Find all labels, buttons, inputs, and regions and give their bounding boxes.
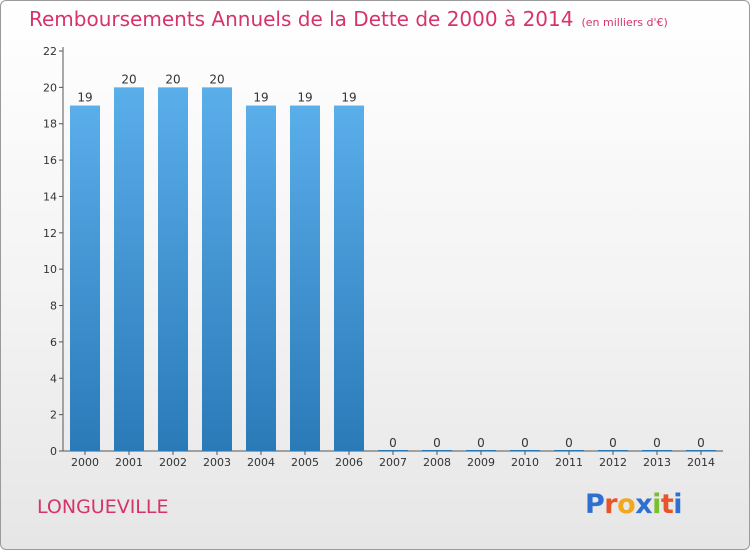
- logo-letter: r: [604, 489, 618, 520]
- data-label: 0: [653, 436, 661, 450]
- bar: [378, 450, 408, 451]
- x-tick-label: 2000: [71, 456, 99, 469]
- y-tick-label: 22: [43, 45, 57, 58]
- chart-subtitle: (en milliers d'€): [581, 16, 668, 29]
- y-tick-label: 10: [43, 263, 57, 276]
- y-tick-label: 8: [50, 300, 57, 313]
- x-tick-label: 2007: [379, 456, 407, 469]
- chart-title: Remboursements Annuels de la Dette de 20…: [29, 7, 668, 31]
- data-label: 0: [565, 436, 573, 450]
- bar: [598, 450, 628, 451]
- place-name: LONGUEVILLE: [37, 496, 169, 518]
- y-tick-label: 0: [50, 445, 57, 458]
- logo-letter: t: [660, 489, 674, 520]
- data-label: 20: [165, 72, 180, 86]
- y-tick-label: 16: [43, 154, 57, 167]
- data-label: 0: [521, 436, 529, 450]
- logo-letter: o: [617, 489, 636, 520]
- y-tick-label: 20: [43, 81, 57, 94]
- bar: [114, 87, 144, 451]
- bar: [202, 87, 232, 451]
- x-tick-label: 2005: [291, 456, 319, 469]
- logo-letter: i: [673, 489, 683, 520]
- bar: [554, 450, 584, 451]
- data-label: 19: [341, 91, 356, 105]
- x-tick-label: 2002: [159, 456, 187, 469]
- y-tick-label: 2: [50, 409, 57, 422]
- x-tick-label: 2003: [203, 456, 231, 469]
- bar: [642, 450, 672, 451]
- bar: [290, 105, 320, 451]
- data-label: 20: [209, 72, 224, 86]
- logo-letter: i: [652, 489, 661, 520]
- bar: [510, 450, 540, 451]
- y-tick-label: 6: [50, 336, 57, 349]
- data-label: 19: [297, 91, 312, 105]
- logo-letter: P: [585, 489, 605, 520]
- x-tick-label: 2011: [555, 456, 583, 469]
- data-label: 19: [253, 91, 268, 105]
- x-tick-label: 2006: [335, 456, 363, 469]
- bar: [334, 105, 364, 451]
- bar: [158, 87, 188, 451]
- bar: [686, 450, 716, 451]
- bar: [70, 105, 100, 451]
- brand-logo: Proxiti: [585, 489, 683, 520]
- data-label: 0: [477, 436, 485, 450]
- x-tick-label: 2008: [423, 456, 451, 469]
- data-label: 20: [121, 72, 136, 86]
- x-tick-label: 2009: [467, 456, 495, 469]
- x-tick-label: 2013: [643, 456, 671, 469]
- x-tick-label: 2004: [247, 456, 275, 469]
- bar: [246, 105, 276, 451]
- x-tick-label: 2012: [599, 456, 627, 469]
- data-label: 0: [389, 436, 397, 450]
- y-tick-label: 4: [50, 372, 57, 385]
- logo-letter: x: [635, 489, 653, 520]
- data-label: 19: [77, 91, 92, 105]
- data-label: 0: [433, 436, 441, 450]
- x-tick-label: 2010: [511, 456, 539, 469]
- data-label: 0: [697, 436, 705, 450]
- x-tick-label: 2014: [687, 456, 715, 469]
- data-label: 0: [609, 436, 617, 450]
- y-tick-label: 14: [43, 190, 57, 203]
- y-tick-label: 18: [43, 118, 57, 131]
- bar: [422, 450, 452, 451]
- x-tick-label: 2001: [115, 456, 143, 469]
- y-tick-label: 12: [43, 227, 57, 240]
- bar: [466, 450, 496, 451]
